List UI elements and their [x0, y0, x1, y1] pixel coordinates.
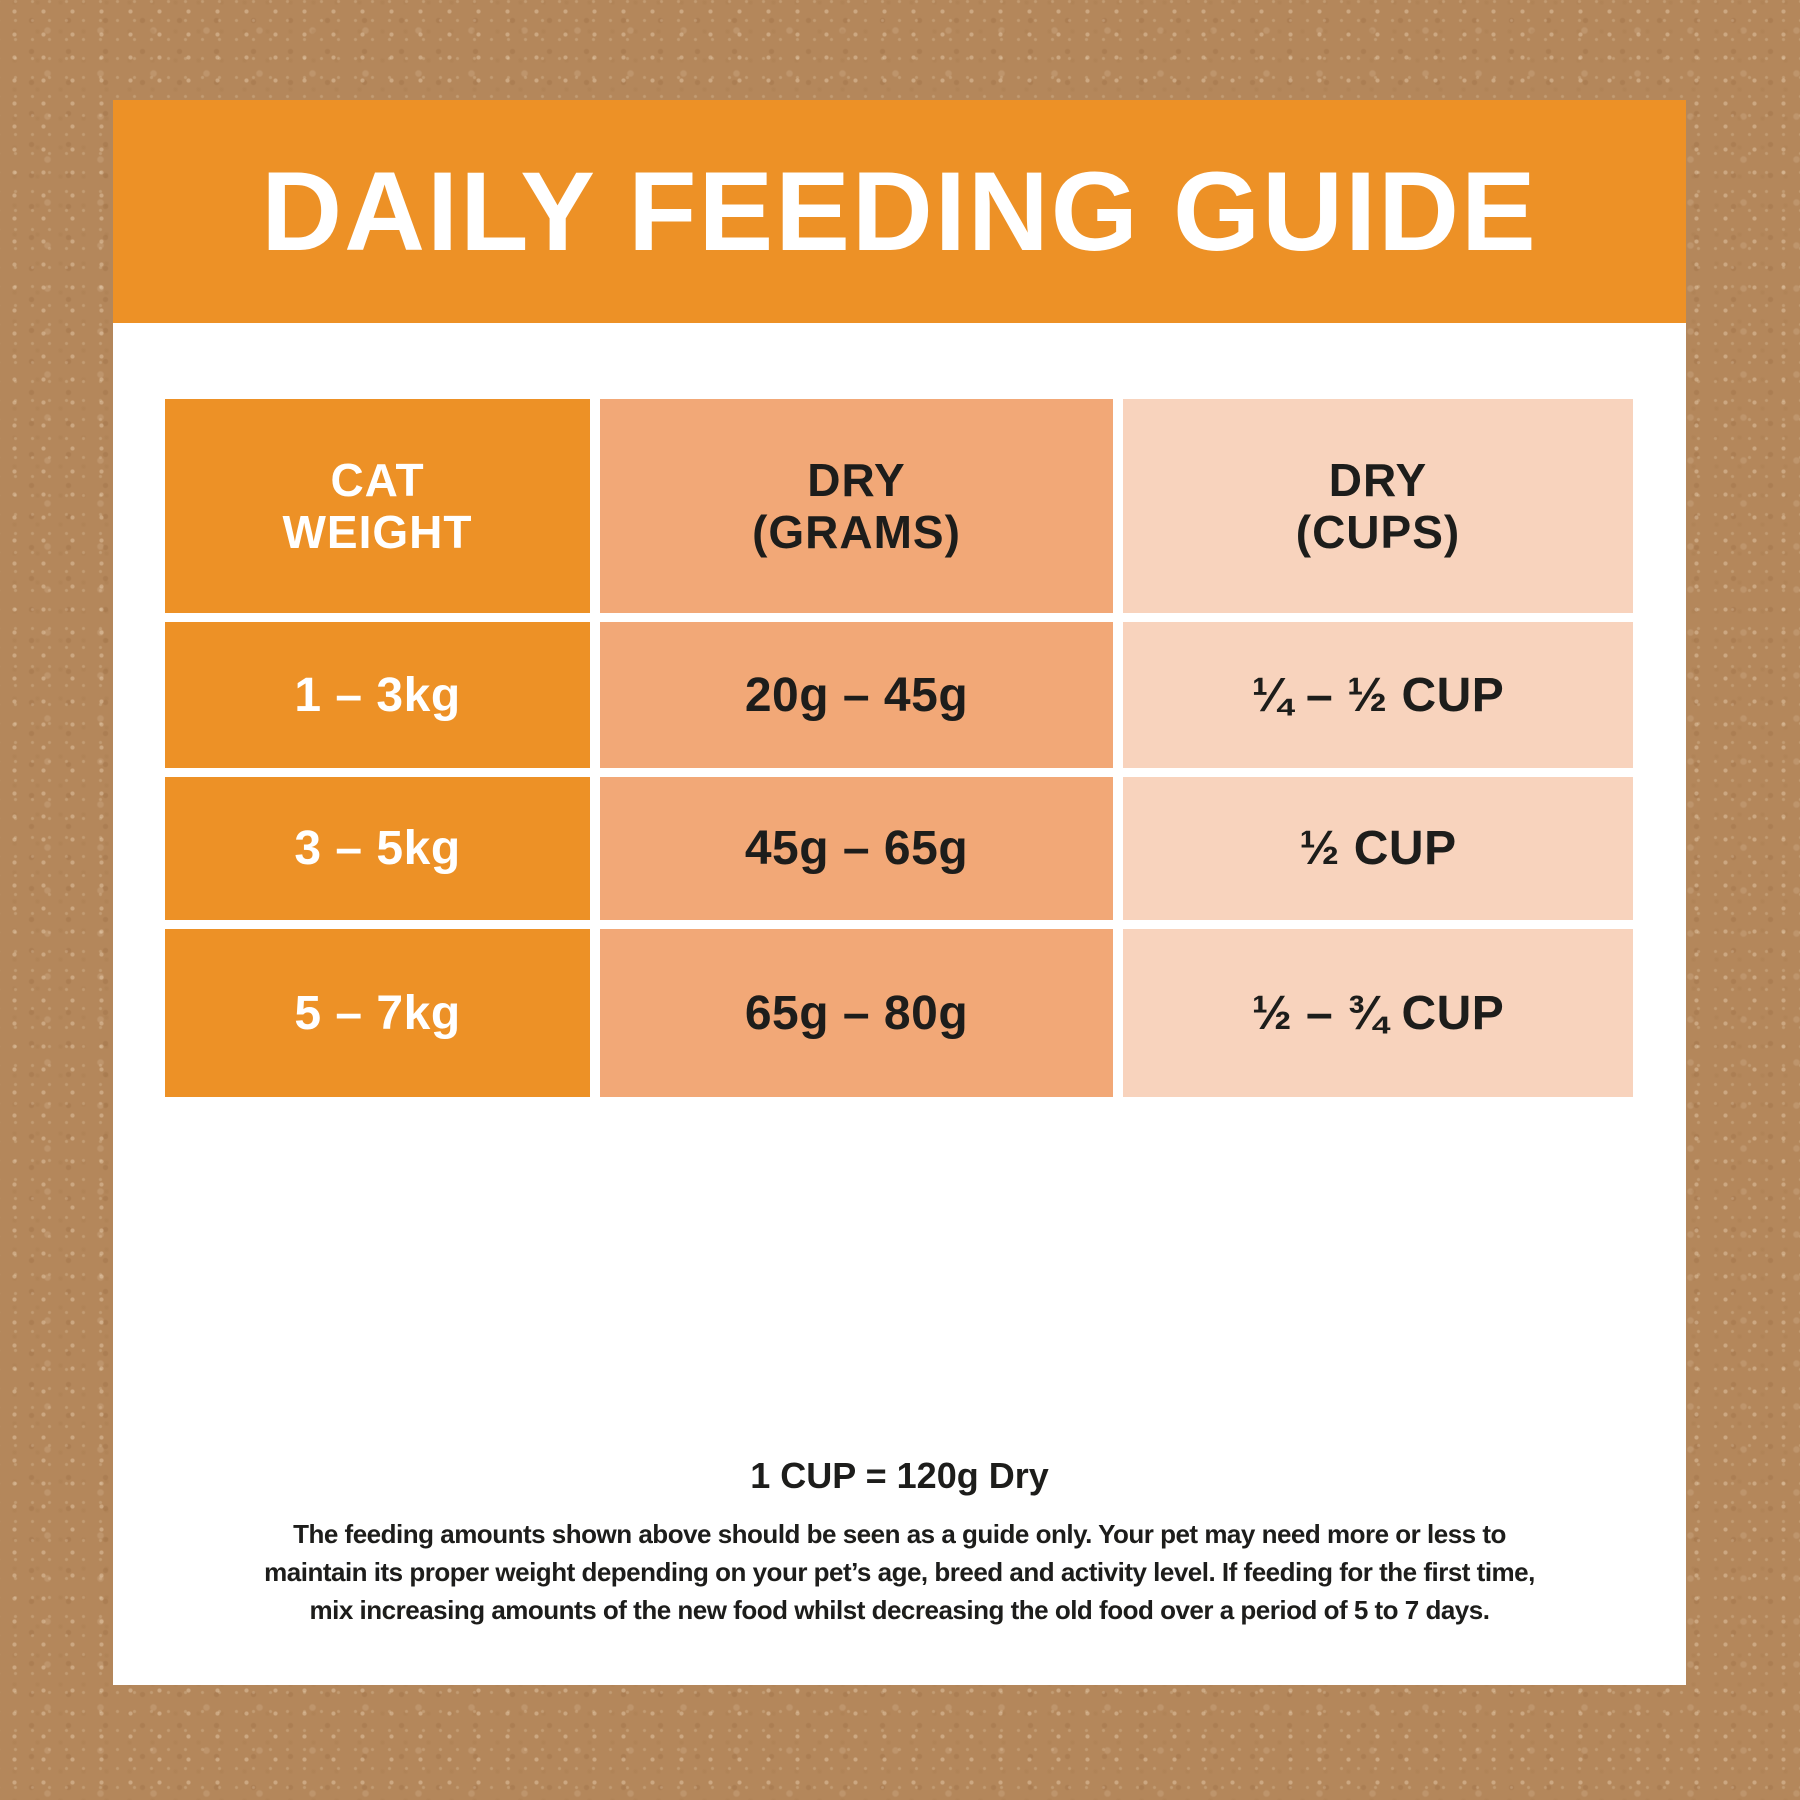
table-cell-weight: 3 – 5kg: [165, 777, 590, 920]
table-cell-grams: 65g – 80g: [600, 929, 1113, 1097]
disclaimer-line: maintain its proper weight depending on …: [264, 1557, 1535, 1587]
table-cell-grams: 45g – 65g: [600, 777, 1113, 920]
header-line: DRY: [807, 453, 906, 506]
header-line: (GRAMS): [752, 506, 961, 558]
title-banner: DAILY FEEDING GUIDE: [113, 100, 1686, 323]
table-cell-cups: ¼ – ½ CUP: [1123, 622, 1633, 768]
table-cell-grams: 20g – 45g: [600, 622, 1113, 768]
table-cell-weight: 1 – 3kg: [165, 622, 590, 768]
table-cell-weight: 5 – 7kg: [165, 929, 590, 1097]
header-line: (CUPS): [1295, 506, 1461, 558]
disclaimer-line: mix increasing amounts of the new food w…: [309, 1595, 1490, 1625]
header-line: CAT: [330, 453, 425, 506]
feeding-table: CAT WEIGHT DRY (GRAMS) DRY (CUPS) 1 – 3k…: [165, 399, 1633, 1097]
table-cell-cups: ½ CUP: [1123, 777, 1633, 920]
header-line: WEIGHT: [282, 506, 473, 558]
cup-conversion-note: 1 CUP = 120g Dry: [750, 1455, 1049, 1496]
page-title: DAILY FEEDING GUIDE: [261, 149, 1538, 274]
header-line: DRY: [1328, 453, 1428, 506]
column-header-cat-weight: CAT WEIGHT: [165, 399, 590, 613]
disclaimer-line: The feeding amounts shown above should b…: [293, 1519, 1506, 1549]
column-header-dry-grams: DRY (GRAMS): [600, 399, 1113, 613]
feeding-guide-card: DAILY FEEDING GUIDE CAT WEIGHT DRY (GRAM…: [113, 100, 1686, 1685]
column-header-dry-cups: DRY (CUPS): [1123, 399, 1633, 613]
table-cell-cups: ½ – ¾ CUP: [1123, 929, 1633, 1097]
feeding-disclaimer: The feeding amounts shown above should b…: [113, 1515, 1686, 1629]
